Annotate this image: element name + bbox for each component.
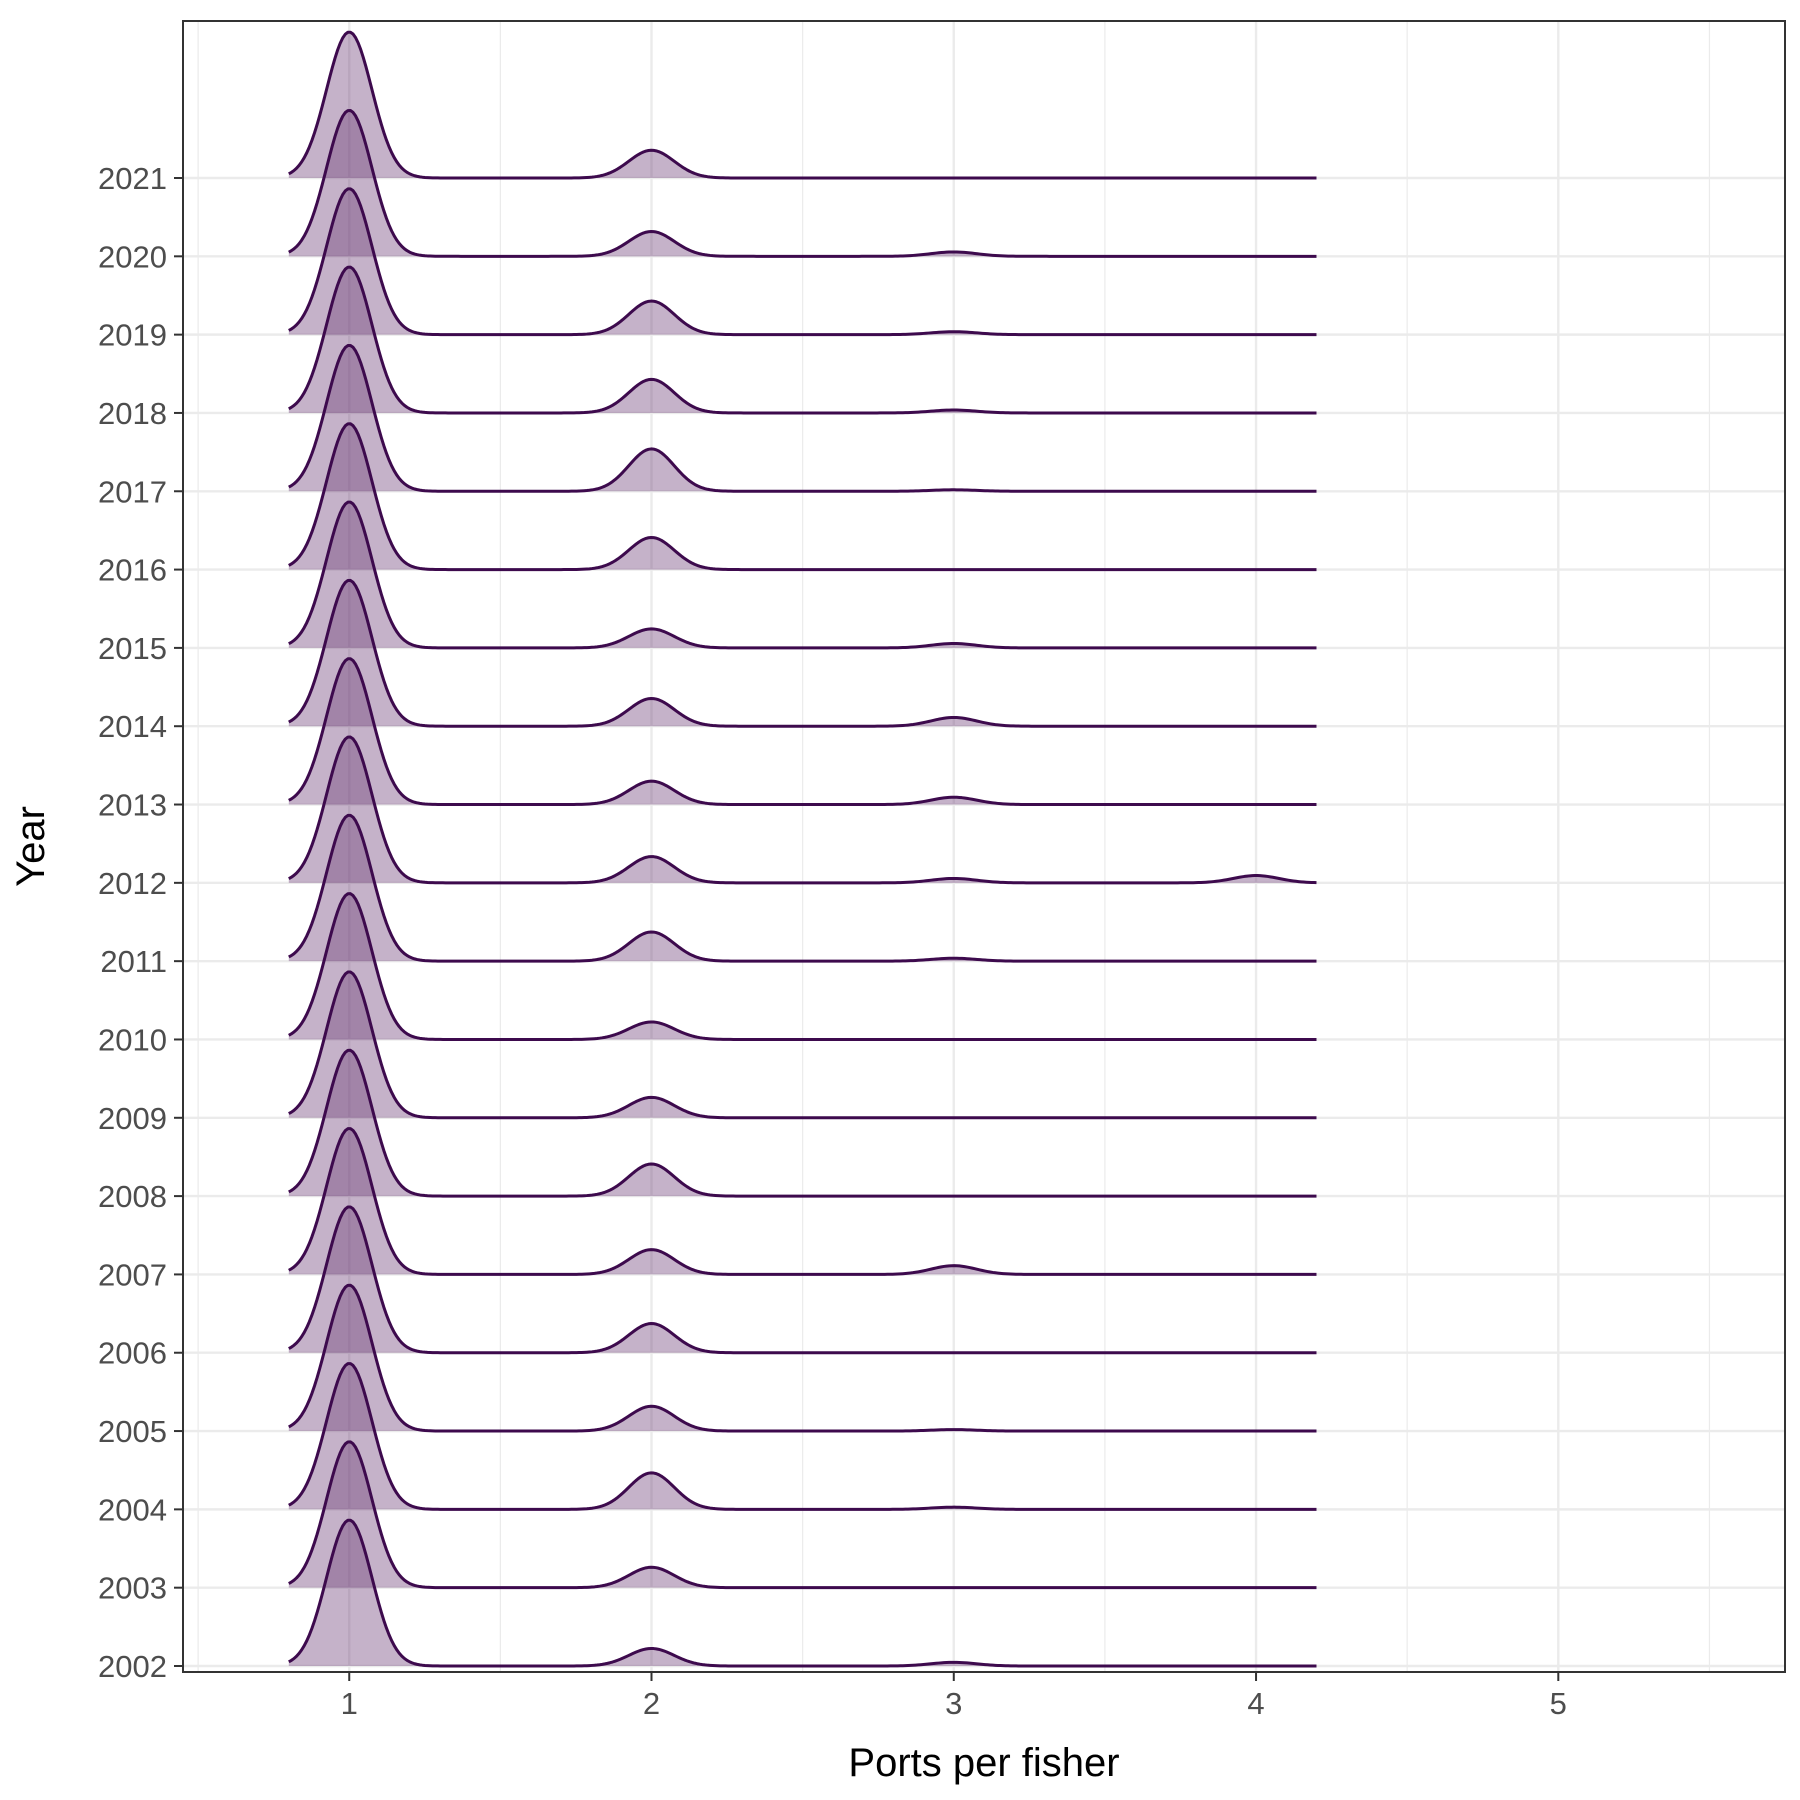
ridge-fill-2009 bbox=[288, 972, 1317, 1118]
ridge-fill-2010 bbox=[288, 893, 1317, 1040]
y-tick-label: 2015 bbox=[98, 631, 167, 666]
ridge-line-2013 bbox=[288, 657, 1317, 807]
y-tick-label: 2010 bbox=[98, 1022, 167, 1057]
y-tick-label: 2004 bbox=[98, 1492, 167, 1527]
ridge-2016 bbox=[288, 422, 1317, 572]
ridge-2015 bbox=[288, 500, 1317, 650]
x-tick-label: 2 bbox=[643, 1686, 660, 1721]
ridge-fill-2017 bbox=[288, 345, 1317, 492]
y-tick-label: 2003 bbox=[98, 1571, 167, 1606]
y-tick-label: 2012 bbox=[98, 866, 167, 901]
ridge-2003 bbox=[288, 1440, 1317, 1590]
ridge-line-2006 bbox=[288, 1205, 1317, 1355]
x-tick-label: 3 bbox=[945, 1686, 962, 1721]
ridge-fill-2012 bbox=[288, 737, 1317, 883]
ridge-line-2003 bbox=[288, 1440, 1317, 1590]
ridge-line-2018 bbox=[288, 265, 1317, 415]
ridge-line-2002 bbox=[288, 1518, 1317, 1668]
ridge-line-2008 bbox=[288, 1048, 1317, 1198]
ridge-line-2007 bbox=[288, 1127, 1317, 1276]
ridge-fill-2005 bbox=[288, 1285, 1317, 1432]
y-tick-label: 2017 bbox=[98, 474, 167, 509]
y-tick-label: 2020 bbox=[98, 239, 167, 274]
ridge-fill-2011 bbox=[288, 815, 1317, 962]
x-tick-label: 5 bbox=[1550, 1686, 1567, 1721]
ridge-fill-2002 bbox=[288, 1520, 1317, 1666]
ridge-line-2010 bbox=[288, 892, 1317, 1041]
ridge-2007 bbox=[288, 1127, 1317, 1276]
ridge-2009 bbox=[288, 970, 1317, 1120]
ridge-fill-2016 bbox=[288, 423, 1317, 570]
panel-border bbox=[182, 20, 1786, 1673]
ridge-line-2014 bbox=[288, 578, 1317, 728]
ridge-2005 bbox=[288, 1283, 1317, 1433]
ridge-2012 bbox=[288, 735, 1317, 885]
x-tick-label: 1 bbox=[341, 1686, 358, 1721]
y-tick-label: 2016 bbox=[98, 553, 167, 588]
ridge-line-2011 bbox=[288, 813, 1317, 963]
ridge-2019 bbox=[288, 187, 1317, 337]
density-ridges bbox=[288, 30, 1317, 1668]
ridge-line-2009 bbox=[288, 970, 1317, 1120]
y-tick-label: 2014 bbox=[98, 709, 167, 744]
ridge-fill-2013 bbox=[288, 658, 1317, 805]
ridge-2020 bbox=[288, 109, 1317, 258]
ridge-2013 bbox=[288, 657, 1317, 807]
ridge-line-2005 bbox=[288, 1283, 1317, 1433]
x-axis-title: Ports per fisher bbox=[848, 1741, 1119, 1785]
y-tick-label: 2019 bbox=[98, 318, 167, 353]
y-tick-label: 2002 bbox=[98, 1649, 167, 1684]
ridge-line-2019 bbox=[288, 187, 1317, 337]
ridge-fill-2020 bbox=[288, 110, 1317, 257]
ridge-fill-2018 bbox=[288, 267, 1317, 413]
ridge-line-2015 bbox=[288, 500, 1317, 650]
ridge-line-2016 bbox=[288, 422, 1317, 572]
y-tick-label: 2007 bbox=[98, 1257, 167, 1292]
y-tick-label: 2018 bbox=[98, 396, 167, 431]
y-tick-label: 2013 bbox=[98, 788, 167, 823]
ridge-line-2017 bbox=[288, 343, 1317, 493]
ridge-line-2021 bbox=[288, 30, 1317, 180]
ridge-2006 bbox=[288, 1205, 1317, 1355]
y-tick-label: 2021 bbox=[98, 161, 167, 196]
ridge-2017 bbox=[288, 343, 1317, 493]
ridge-2004 bbox=[288, 1362, 1317, 1511]
ridge-line-2020 bbox=[288, 109, 1317, 258]
ridge-2008 bbox=[288, 1048, 1317, 1198]
ridge-2018 bbox=[288, 265, 1317, 415]
y-tick-label: 2006 bbox=[98, 1336, 167, 1371]
ridge-fill-2003 bbox=[288, 1441, 1317, 1588]
ridge-2010 bbox=[288, 892, 1317, 1041]
x-axis: 1 2 3 4 5 bbox=[341, 1672, 1567, 1721]
ridge-fill-2004 bbox=[288, 1363, 1317, 1510]
ridge-2011 bbox=[288, 813, 1317, 963]
y-axis: 2002 2003 2004 2005 2006 2007 2008 2009 2010 2011… bbox=[98, 161, 183, 1684]
ridge-2014 bbox=[288, 578, 1317, 728]
y-tick-label: 2011 bbox=[100, 944, 167, 979]
ridge-fill-2014 bbox=[288, 580, 1317, 727]
ridge-fill-2019 bbox=[288, 188, 1317, 335]
ridge-fill-2006 bbox=[288, 1206, 1317, 1353]
x-tick-label: 4 bbox=[1247, 1686, 1264, 1721]
ridge-2002 bbox=[288, 1518, 1317, 1668]
ridge-fill-2015 bbox=[288, 502, 1317, 648]
ridge-2021 bbox=[288, 30, 1317, 180]
ridge-fill-2008 bbox=[288, 1050, 1317, 1197]
ridge-fill-2007 bbox=[288, 1128, 1317, 1275]
y-tick-label: 2008 bbox=[98, 1179, 167, 1214]
ridge-line-2004 bbox=[288, 1362, 1317, 1511]
ridge-line-2012 bbox=[288, 735, 1317, 885]
y-tick-label: 2009 bbox=[98, 1101, 167, 1136]
ridge-fill-2021 bbox=[288, 32, 1317, 179]
y-tick-label: 2005 bbox=[98, 1414, 167, 1449]
y-axis-title: Year bbox=[9, 806, 53, 887]
